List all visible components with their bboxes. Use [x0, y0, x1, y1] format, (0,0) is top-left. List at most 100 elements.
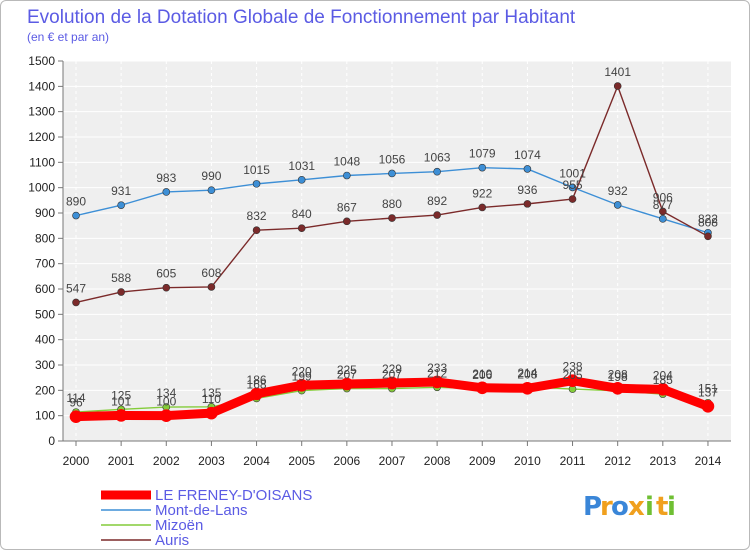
data-point-le-freney-d-oisans-2011: [566, 374, 579, 388]
data-label-le-freney-d-oisans-2002: 100: [156, 395, 176, 409]
data-label-auris-2001: 588: [111, 271, 131, 285]
x-axis-ticks: 2000 2001 2002 2003 2004 2005 2006 2007 2008 2009…: [62, 61, 731, 468]
data-point-le-freney-d-oisans-2001: [114, 409, 128, 422]
data-label-mont-de-lans-2008: 1063: [424, 151, 451, 165]
data-point-le-freney-d-oisans-2010: [521, 382, 534, 395]
data-point-mont-de-lans-2001: [117, 201, 125, 209]
chart-subtitle: (en € et par an): [27, 30, 109, 44]
data-label-mont-de-lans-2011: 1001: [559, 166, 586, 180]
data-label-mizo-n-2010: 214: [517, 366, 537, 380]
data-point-auris-2014: [704, 232, 712, 241]
logo-letter-0: P: [583, 492, 602, 522]
data-label-mizo-n-2009: 206: [472, 368, 492, 382]
ytick-label-1000: 1000: [28, 181, 55, 195]
data-label-mizo-n-2003: 135: [201, 386, 221, 400]
data-label-mizo-n-2007: 207: [382, 368, 402, 382]
data-label-mont-de-lans-2004: 1015: [243, 163, 270, 177]
data-label-mont-de-lans-2002: 983: [156, 171, 176, 185]
data-label-mizo-n-2005: 199: [292, 370, 312, 384]
data-point-le-freney-d-oisans-2002: [159, 409, 173, 422]
data-point-auris-2012: [613, 82, 622, 90]
xtick-label-2008: 2008: [424, 454, 451, 468]
data-label-mizo-n-2011: 205: [563, 368, 583, 382]
chart-title: Evolution de la Dotation Globale de Fonc…: [27, 7, 576, 28]
data-label-le-freney-d-oisans-2000: 96: [69, 396, 83, 410]
data-label-mont-de-lans-2001: 931: [111, 184, 131, 198]
data-point-le-freney-d-oisans-2003: [205, 406, 218, 420]
data-label-mont-de-lans-2010: 1074: [514, 148, 541, 162]
data-point-le-freney-d-oisans-2004: [250, 387, 263, 401]
ytick-label-1300: 1300: [28, 105, 55, 119]
data-point-auris-2008: [433, 211, 441, 219]
logo-letter-4: i: [645, 492, 654, 522]
ytick-label-200: 200: [35, 383, 55, 397]
data-label-auris-2013: 906: [653, 190, 673, 204]
data-label-auris-2004: 832: [247, 209, 267, 223]
data-label-le-freney-d-oisans-2001: 101: [111, 394, 131, 408]
ytick-label-100: 100: [35, 409, 55, 423]
data-label-mizo-n-2000: 114: [66, 391, 85, 405]
data-label-auris-2008: 892: [427, 194, 447, 208]
data-point-mont-de-lans-2003: [207, 186, 216, 194]
data-label-le-freney-d-oisans-2012: 208: [608, 367, 628, 381]
data-point-auris-2005: [297, 224, 306, 232]
data-label-mizo-n-2006: 207: [337, 368, 357, 382]
data-point-le-freney-d-oisans-2009: [475, 381, 489, 395]
data-point-auris-2000: [72, 298, 80, 307]
data-point-mont-de-lans-2011: [568, 183, 577, 192]
data-label-mizo-n-2013: 185: [653, 373, 673, 387]
data-label-le-freney-d-oisans-2011: 238: [563, 360, 583, 374]
data-label-mizo-n-2014: 151: [698, 382, 718, 396]
data-label-mizo-n-2001: 125: [111, 388, 131, 402]
data-label-auris-2000: 547: [66, 281, 86, 295]
data-point-auris-2010: [523, 200, 532, 208]
ytick-label-900: 900: [35, 206, 55, 220]
data-point-auris-2004: [252, 226, 261, 235]
logo-letter-6: i: [667, 492, 676, 522]
data-label-le-freney-d-oisans-2003: 110: [202, 392, 221, 406]
data-point-le-freney-d-oisans-2006: [340, 377, 354, 391]
ytick-label-300: 300: [35, 358, 55, 372]
legend-label-mont-de-lans: Mont-de-Lans: [155, 502, 248, 519]
data-label-mont-de-lans-2000: 890: [66, 195, 86, 209]
ytick-label-0: 0: [48, 434, 55, 448]
data-label-le-freney-d-oisans-2009: 210: [472, 367, 492, 381]
data-label-auris-2002: 605: [156, 267, 176, 281]
data-label-le-freney-d-oisans-2006: 225: [337, 363, 357, 377]
logo-letter-3: x: [628, 492, 645, 522]
data-point-auris-2013: [659, 207, 667, 216]
logo-letter-1: r: [600, 492, 613, 522]
data-label-mont-de-lans-2006: 1048: [333, 155, 360, 169]
data-point-mont-de-lans-2004: [252, 180, 261, 188]
data-point-auris-2001: [117, 288, 125, 296]
data-point-mont-de-lans-2009: [478, 163, 487, 172]
data-point-auris-2011: [568, 195, 577, 203]
data-point-mont-de-lans-2002: [162, 188, 171, 196]
data-label-auris-2003: 608: [201, 266, 221, 280]
data-point-le-freney-d-oisans-2000: [69, 410, 83, 423]
ytick-label-1100: 1100: [29, 155, 55, 169]
data-label-auris-2014: 808: [698, 215, 718, 229]
data-label-le-freney-d-oisans-2014: 137: [698, 385, 718, 399]
data-point-auris-2006: [343, 217, 351, 226]
data-label-le-freney-d-oisans-2007: 229: [382, 362, 402, 376]
ytick-label-700: 700: [35, 257, 55, 271]
series-lines: [69, 82, 715, 423]
data-point-mont-de-lans-2010: [523, 165, 532, 173]
data-point-mont-de-lans-2013: [659, 215, 667, 223]
ytick-label-1200: 1200: [28, 130, 55, 144]
data-label-mont-de-lans-2007: 1056: [379, 152, 406, 166]
data-label-mizo-n-2008: 212: [427, 366, 447, 380]
data-label-mont-de-lans-2005: 1031: [288, 159, 315, 173]
data-point-le-freney-d-oisans-2013: [656, 383, 670, 396]
legend-label-auris: Auris: [155, 532, 189, 549]
data-label-auris-2007: 880: [382, 197, 402, 211]
data-label-mont-de-lans-2009: 1079: [469, 147, 496, 161]
data-label-le-freney-d-oisans-2008: 233: [427, 361, 447, 375]
data-point-le-freney-d-oisans-2014: [701, 399, 715, 413]
data-label-le-freney-d-oisans-2013: 204: [653, 368, 673, 382]
data-point-auris-2007: [388, 214, 396, 222]
grid-lines: [63, 60, 731, 442]
xtick-label-2001: 2001: [108, 454, 135, 468]
